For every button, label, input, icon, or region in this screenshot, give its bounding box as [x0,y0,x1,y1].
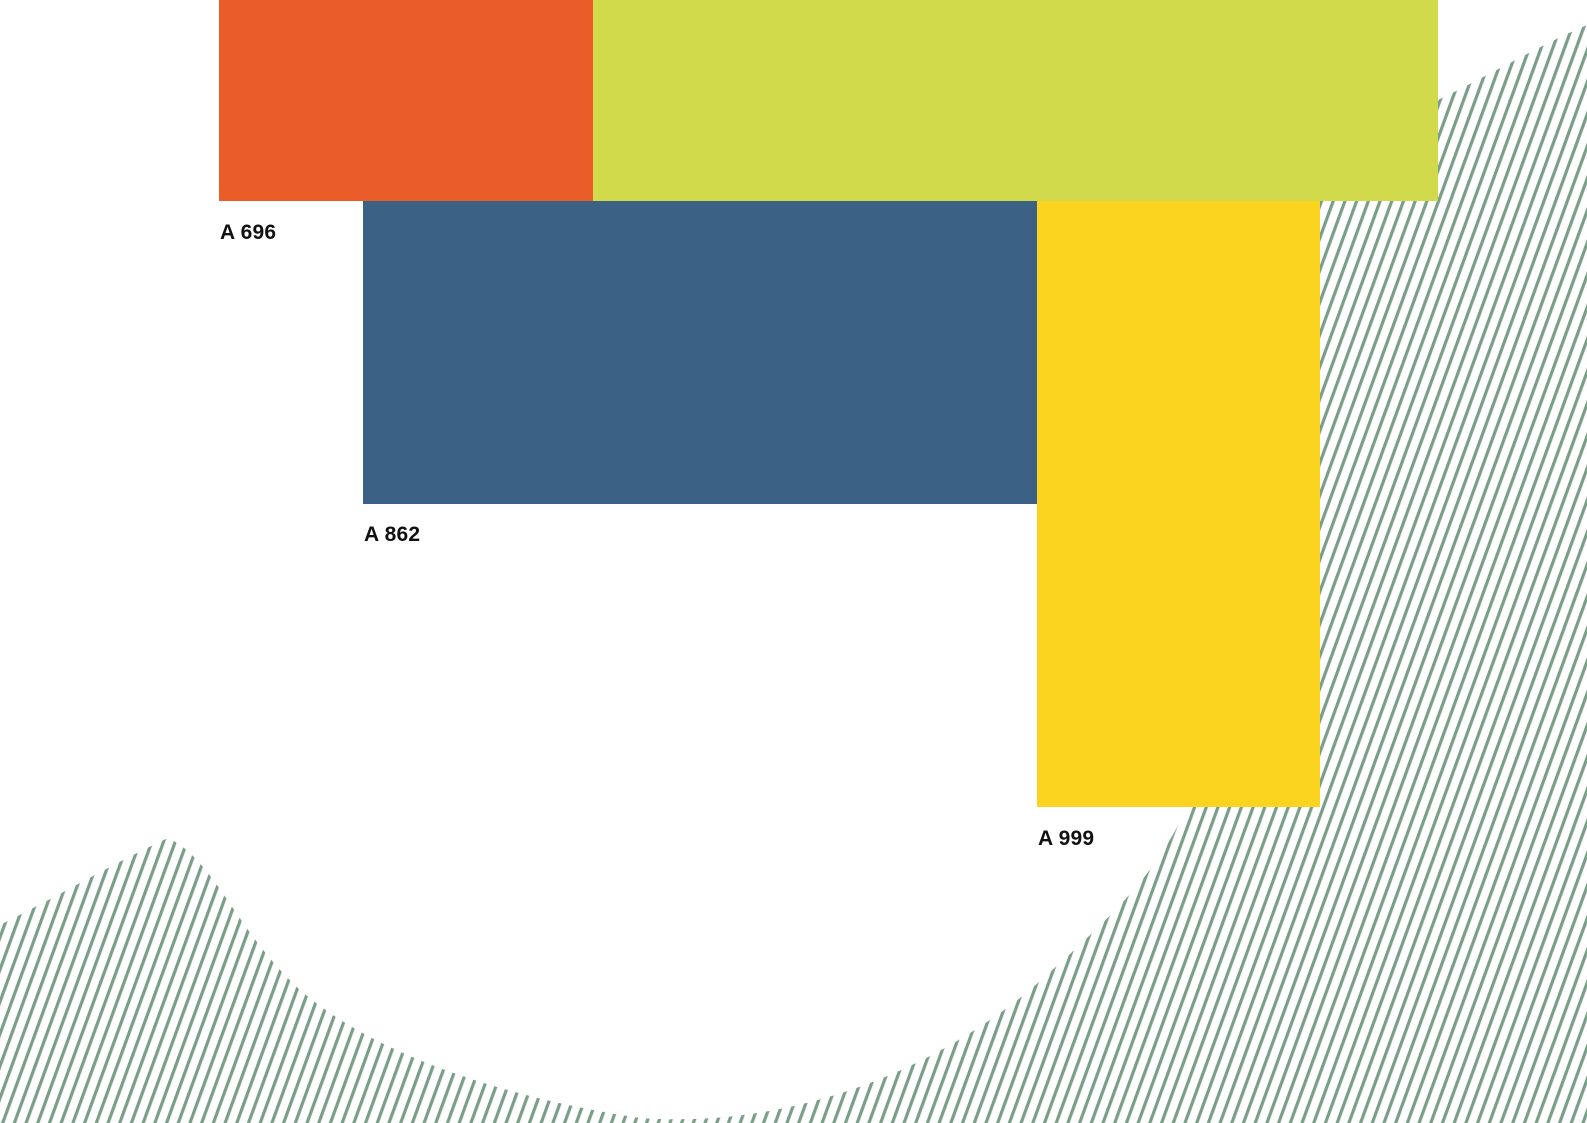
yellow-swatch-code-label: A 999 [1038,827,1095,850]
striped-wave [0,25,1587,1123]
yellow-color-swatch [1037,201,1320,807]
blue-swatch-code-label: A 862 [364,523,421,546]
orange-swatch-code-label: A 696 [220,221,277,244]
orange-color-swatch [219,0,593,201]
lime-color-swatch [593,0,1438,201]
blue-color-swatch [363,201,1039,504]
